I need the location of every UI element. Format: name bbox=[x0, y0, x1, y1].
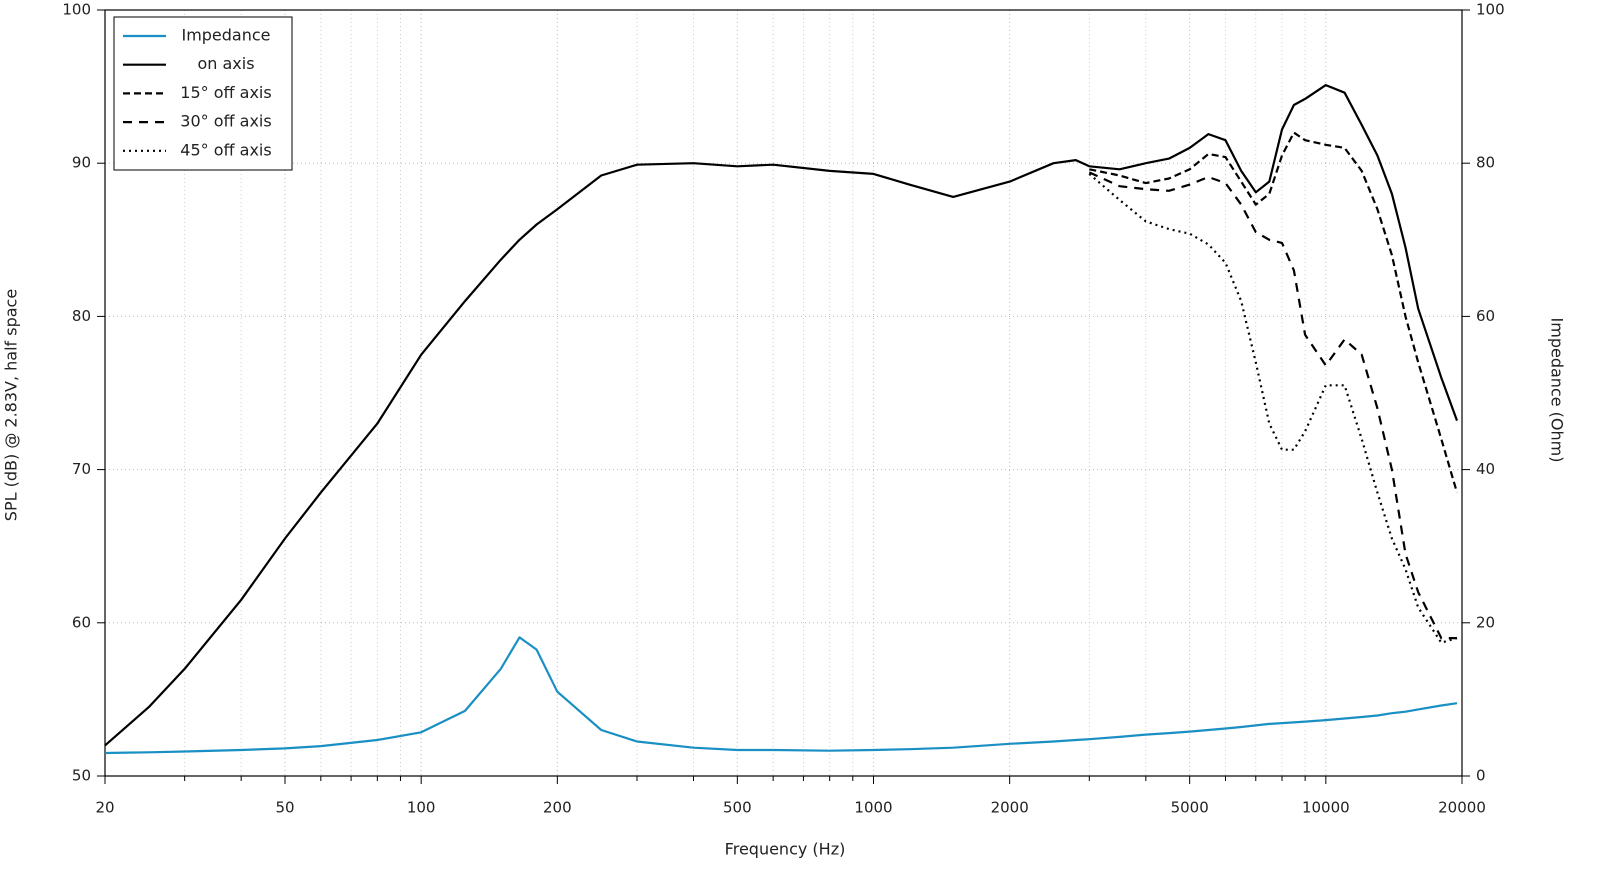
series-line bbox=[1088, 171, 1457, 640]
legend-label: on axis bbox=[197, 54, 254, 73]
x-tick-label: 20 bbox=[95, 799, 114, 817]
series-line bbox=[104, 636, 1458, 755]
y-tick-label: 100 bbox=[62, 1, 91, 19]
series-line bbox=[1088, 173, 1458, 644]
x-tick-label: 50 bbox=[275, 799, 294, 817]
y-tick-label: 60 bbox=[72, 613, 91, 631]
x-tick-label: 2000 bbox=[991, 799, 1029, 817]
series-line bbox=[104, 84, 1459, 747]
x-axis-title: Frequency (Hz) bbox=[725, 840, 846, 859]
legend-label: 30° off axis bbox=[180, 112, 271, 131]
y2-tick-label: 80 bbox=[1476, 154, 1495, 172]
x-tick-label: 20000 bbox=[1438, 799, 1486, 817]
y-tick-label: 70 bbox=[72, 460, 91, 478]
y2-axis-title: Impedance (Ohm) bbox=[1548, 318, 1567, 463]
y-tick-label: 50 bbox=[72, 767, 91, 785]
x-tick-label: 200 bbox=[543, 799, 572, 817]
series-line bbox=[1089, 131, 1459, 493]
x-tick-label: 500 bbox=[723, 799, 752, 817]
y2-tick-label: 60 bbox=[1476, 307, 1495, 325]
x-tick-label: 100 bbox=[407, 799, 436, 817]
y-tick-label: 90 bbox=[72, 154, 91, 172]
y-axis-title: SPL (dB) @ 2.83V, half space bbox=[2, 289, 21, 521]
x-tick-label: 5000 bbox=[1171, 799, 1209, 817]
y-tick-label: 80 bbox=[72, 307, 91, 325]
y2-tick-label: 20 bbox=[1476, 613, 1495, 631]
y2-tick-label: 40 bbox=[1476, 460, 1495, 478]
legend-label: 45° off axis bbox=[180, 140, 271, 159]
y2-tick-label: 100 bbox=[1476, 1, 1505, 19]
plot-frame bbox=[104, 9, 1463, 777]
x-tick-label: 1000 bbox=[854, 799, 892, 817]
legend-box bbox=[113, 16, 293, 171]
legend-label: 15° off axis bbox=[180, 83, 271, 102]
legend: Impedance on axis 15° off axis 30° off axis… bbox=[113, 16, 293, 171]
legend-label: Impedance bbox=[181, 26, 270, 45]
x-tick-label: 10000 bbox=[1302, 799, 1350, 817]
y2-tick-label: 0 bbox=[1476, 767, 1486, 785]
